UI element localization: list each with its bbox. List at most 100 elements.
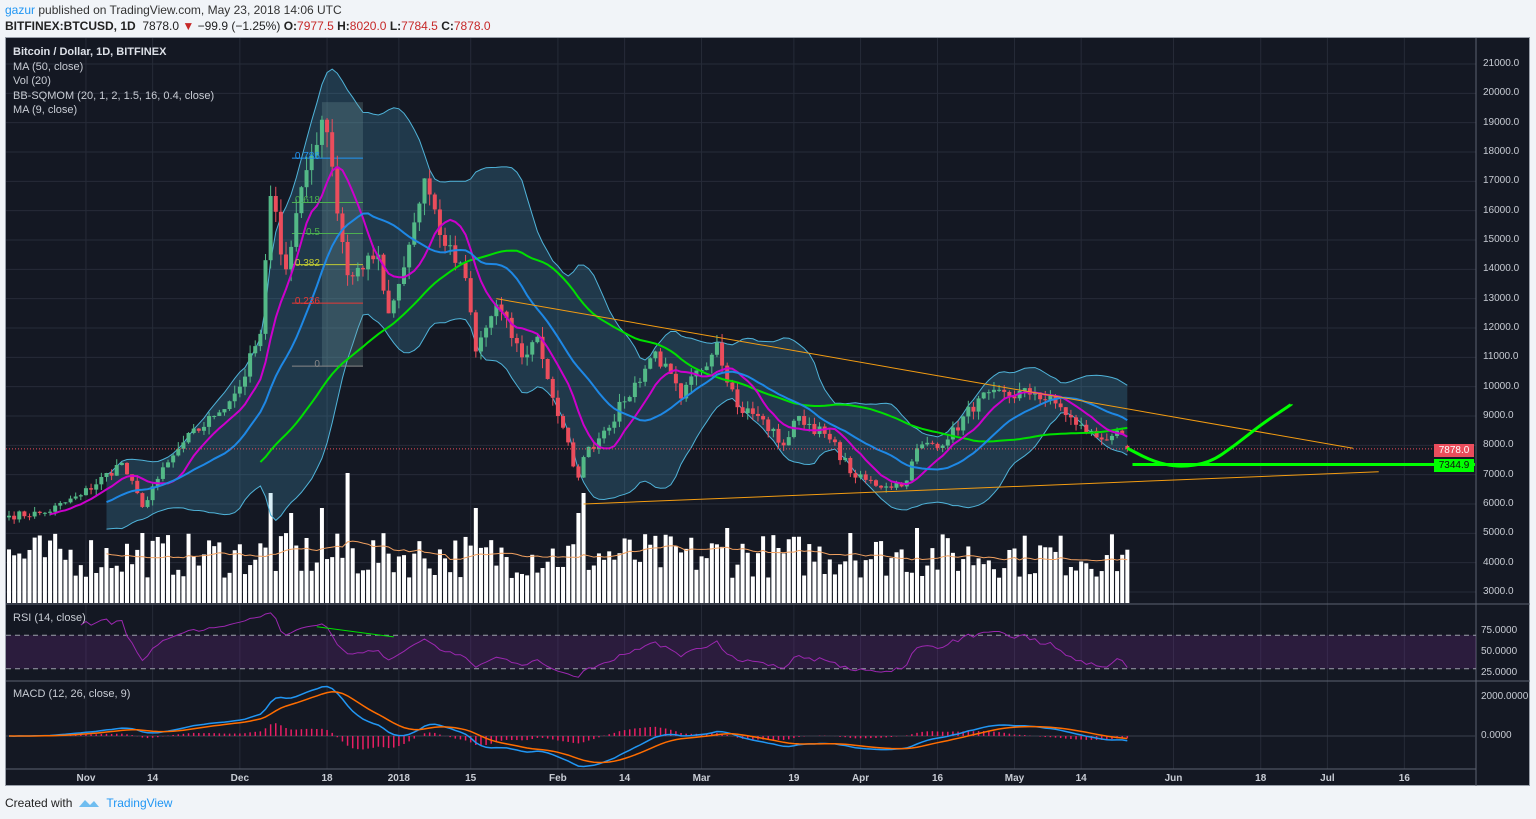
candle-body (78, 495, 83, 497)
volume-bar (109, 568, 114, 603)
volume-bar (196, 565, 201, 603)
candle-body (371, 255, 376, 260)
volume-bar (617, 553, 622, 603)
volume-bar (858, 577, 863, 603)
candle-body (648, 358, 653, 369)
fib-level-label: 0.382 (294, 257, 320, 269)
candle-body (402, 267, 407, 284)
volume-bar (648, 544, 653, 603)
volume-bar (735, 564, 740, 603)
volume-bar (622, 538, 627, 603)
volume-bar (853, 560, 858, 603)
candle-body (130, 474, 135, 481)
footer: Created with TradingView (5, 796, 172, 810)
volume-bar (289, 513, 294, 603)
candle-body (273, 195, 278, 212)
candle-body (684, 384, 689, 399)
indicator-tick: 75.0000 (1481, 625, 1518, 636)
volume-bar (822, 574, 827, 603)
candle-body (294, 213, 299, 247)
volume-bar (304, 537, 309, 603)
candle-body (920, 444, 925, 449)
candle-body (802, 415, 807, 425)
fib-level-label: 0 (314, 359, 320, 371)
high-label: H: (337, 19, 350, 33)
candle-body (730, 382, 735, 390)
volume-bar (791, 536, 796, 603)
legend-macd[interactable]: MACD (12, 26, close, 9) (13, 688, 131, 700)
candle-body (386, 290, 391, 314)
target-price-badge: 7344.9 (1434, 459, 1474, 472)
volume-bar (1017, 576, 1022, 603)
candle-body (581, 457, 586, 478)
volume-bar (561, 566, 566, 603)
volume-bar (863, 560, 868, 603)
down-arrow-icon: ▼ (182, 19, 195, 33)
candle-body (109, 472, 114, 476)
volume-bar (458, 577, 463, 603)
volume-bar (930, 548, 935, 603)
candle-body (73, 496, 78, 499)
volume-bar (740, 543, 745, 603)
candle-body (545, 359, 550, 379)
volume-bar (1104, 555, 1109, 603)
volume-bar (155, 536, 160, 603)
publish-info: gazur published on TradingView.com, May … (5, 3, 342, 17)
symbol-info: BITFINEX:BTCUSD, 1D 7878.0 ▼ −99.9 (−1.2… (5, 19, 491, 33)
chart-frame[interactable] (5, 37, 1530, 786)
volume-bar (237, 544, 242, 603)
volume-bar (1007, 549, 1012, 603)
volume-bar (114, 565, 119, 603)
candle-body (945, 439, 950, 446)
candle-body (196, 428, 201, 431)
volume-bar (12, 555, 17, 603)
author-link[interactable]: gazur (5, 3, 36, 17)
macd-line (8, 685, 1128, 768)
candle-body (786, 437, 791, 446)
volume-bar (232, 550, 237, 603)
candle-body (873, 480, 878, 486)
price-tick: 13000.0 (1483, 292, 1520, 304)
candle-body (453, 245, 458, 263)
volume-bar (166, 535, 171, 603)
candle-body (1043, 399, 1048, 401)
volume-bar (981, 564, 986, 603)
time-tick: Feb (549, 773, 567, 784)
legend-ma50[interactable]: MA (50, close) (13, 60, 84, 73)
volume-bar (63, 559, 68, 603)
candle-body (1125, 445, 1130, 449)
candle-body (745, 408, 750, 414)
volume-bar (253, 559, 258, 603)
volume-bar (781, 553, 786, 603)
candle-body (1079, 424, 1084, 426)
legend-rsi[interactable]: RSI (14, close) (13, 612, 86, 624)
volume-bar (119, 571, 124, 603)
volume-bar (89, 540, 94, 603)
candle-body (1038, 392, 1043, 400)
volume-bar (422, 558, 427, 603)
rsi-divergence-line (316, 626, 394, 638)
volume-bar (530, 554, 535, 603)
price-tick: 5000.0 (1483, 527, 1514, 539)
legend-ma9[interactable]: MA (9, close) (13, 104, 78, 117)
candle-body (915, 448, 920, 462)
volume-bar (971, 565, 976, 603)
legend-bb-sqmom[interactable]: BB-SQMOM (20, 1, 2, 1.5, 16, 0.4, close) (13, 89, 215, 102)
candle-body (53, 505, 58, 512)
volume-bar (843, 561, 848, 603)
volume-bar (668, 536, 673, 603)
candle-body (925, 442, 930, 445)
candle-body (663, 363, 668, 367)
candle-body (263, 260, 268, 334)
candle-body (966, 406, 971, 417)
candle-body (514, 337, 519, 344)
volume-bar (494, 565, 499, 603)
legend-volume[interactable]: Vol (20) (13, 75, 51, 88)
volume-bar (899, 549, 904, 603)
volume-bar (1002, 568, 1007, 603)
candle-body (412, 222, 417, 245)
tradingview-link[interactable]: TradingView (106, 796, 173, 810)
bollinger-upper-line (106, 68, 1128, 476)
publish-text: published on TradingView.com, May 23, 20… (38, 3, 342, 17)
